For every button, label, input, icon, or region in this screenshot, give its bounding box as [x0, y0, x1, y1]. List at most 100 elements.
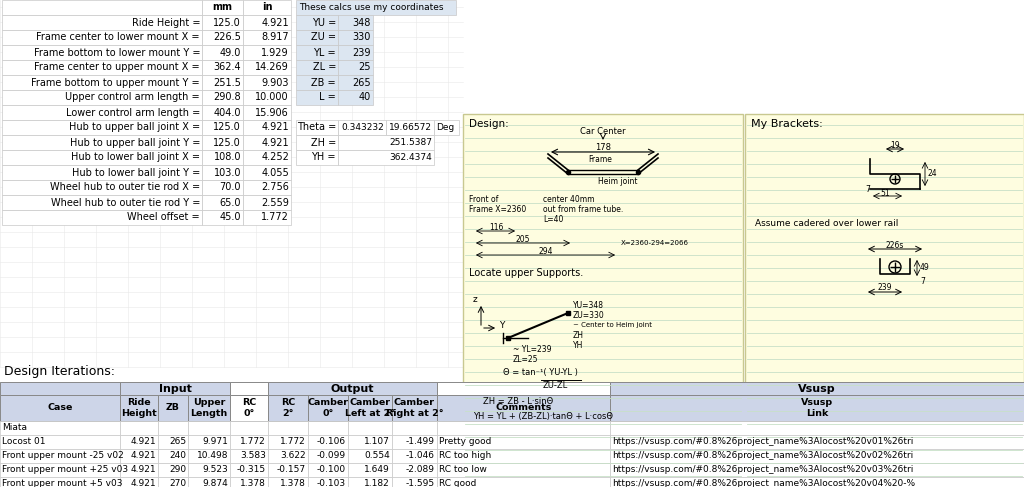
- Text: Front upper mount -25 v02: Front upper mount -25 v02: [2, 451, 124, 461]
- Bar: [268, 395, 308, 421]
- Text: YU =: YU =: [311, 18, 336, 27]
- Text: ZH: ZH: [573, 331, 584, 339]
- Text: 239: 239: [878, 283, 892, 293]
- Text: Frame bottom to lower mount Y =: Frame bottom to lower mount Y =: [34, 48, 200, 57]
- Text: YH: YH: [573, 340, 584, 350]
- Text: ~ YL=239: ~ YL=239: [513, 345, 552, 355]
- Bar: [202, 15, 243, 30]
- Text: -1.499: -1.499: [406, 437, 435, 447]
- Text: 14.269: 14.269: [255, 62, 289, 73]
- Text: Y: Y: [499, 320, 505, 330]
- Bar: [434, 120, 459, 135]
- Text: 3.583: 3.583: [240, 451, 266, 461]
- Text: 265: 265: [352, 77, 371, 88]
- Bar: [120, 477, 158, 487]
- Bar: [230, 435, 268, 449]
- Text: https://vsusp.com/#0.8%26project_name%3Alocost%20v04%20-%: https://vsusp.com/#0.8%26project_name%3A…: [612, 480, 915, 487]
- Text: https://vsusp.com/#0.8%26project_name%3Alocost%20v01%26tri: https://vsusp.com/#0.8%26project_name%3A…: [612, 437, 913, 447]
- Text: 9.874: 9.874: [203, 480, 228, 487]
- Bar: [202, 30, 243, 45]
- Bar: [348, 477, 392, 487]
- Bar: [188, 395, 230, 421]
- Text: 45.0: 45.0: [219, 212, 241, 223]
- Text: out from frame tube.: out from frame tube.: [543, 205, 624, 213]
- Bar: [296, 120, 338, 135]
- Text: RC good: RC good: [439, 480, 476, 487]
- Text: 125.0: 125.0: [213, 123, 241, 132]
- Text: Pretty good: Pretty good: [439, 437, 492, 447]
- Text: 116: 116: [488, 223, 503, 231]
- Text: 19.66572: 19.66572: [389, 123, 432, 132]
- Bar: [338, 60, 373, 75]
- Text: 9.971: 9.971: [202, 437, 228, 447]
- Bar: [188, 477, 230, 487]
- Text: Case: Case: [47, 404, 73, 412]
- Bar: [392, 395, 437, 421]
- Text: Locate upper Supports.: Locate upper Supports.: [469, 268, 584, 278]
- Text: Frame center to lower mount X =: Frame center to lower mount X =: [37, 33, 200, 42]
- Bar: [610, 421, 1024, 435]
- Text: Frame X=2360: Frame X=2360: [469, 205, 526, 213]
- Text: Upper
Length: Upper Length: [190, 398, 227, 418]
- Text: 251.5: 251.5: [213, 77, 241, 88]
- Text: Theta =: Theta =: [297, 123, 336, 132]
- Text: These calcs use my coordinates: These calcs use my coordinates: [299, 3, 443, 12]
- Bar: [2, 180, 202, 195]
- Bar: [308, 463, 348, 477]
- Text: Front of: Front of: [469, 194, 499, 204]
- Bar: [296, 90, 338, 105]
- Text: 1.649: 1.649: [365, 466, 390, 474]
- Text: 25: 25: [358, 62, 371, 73]
- Bar: [2, 45, 202, 60]
- Bar: [338, 135, 434, 150]
- Bar: [243, 210, 291, 225]
- Bar: [2, 150, 202, 165]
- Text: -0.100: -0.100: [316, 466, 346, 474]
- Bar: [202, 210, 243, 225]
- Text: 49: 49: [920, 263, 930, 273]
- Bar: [610, 382, 1024, 395]
- Text: 9.903: 9.903: [261, 77, 289, 88]
- Text: Locost 01: Locost 01: [2, 437, 45, 447]
- Bar: [202, 150, 243, 165]
- Bar: [230, 395, 268, 421]
- Bar: [202, 60, 243, 75]
- Text: 7: 7: [865, 185, 869, 193]
- Bar: [120, 435, 158, 449]
- Text: 51: 51: [881, 188, 890, 198]
- Text: 1.378: 1.378: [240, 480, 266, 487]
- Text: -0.315: -0.315: [237, 466, 266, 474]
- Text: 9.523: 9.523: [203, 466, 228, 474]
- Bar: [308, 435, 348, 449]
- Text: 4.921: 4.921: [130, 466, 156, 474]
- Text: 103.0: 103.0: [213, 168, 241, 177]
- Bar: [0, 463, 120, 477]
- Text: 8.917: 8.917: [261, 33, 289, 42]
- Text: https://vsusp.com/#0.8%26project_name%3Alocost%20v02%26tri: https://vsusp.com/#0.8%26project_name%3A…: [612, 451, 913, 461]
- Bar: [158, 421, 188, 435]
- Text: -0.103: -0.103: [316, 480, 346, 487]
- Bar: [338, 15, 373, 30]
- Bar: [243, 180, 291, 195]
- Text: 4.921: 4.921: [130, 451, 156, 461]
- Bar: [268, 477, 308, 487]
- Bar: [202, 180, 243, 195]
- Text: -2.089: -2.089: [406, 466, 435, 474]
- Bar: [745, 114, 1024, 484]
- Bar: [243, 45, 291, 60]
- Bar: [158, 395, 188, 421]
- Bar: [2, 195, 202, 210]
- Bar: [437, 435, 610, 449]
- Bar: [348, 463, 392, 477]
- Text: 10.498: 10.498: [197, 451, 228, 461]
- Text: 1.929: 1.929: [261, 48, 289, 57]
- Bar: [308, 421, 348, 435]
- Bar: [348, 421, 392, 435]
- Bar: [202, 75, 243, 90]
- Text: 4.921: 4.921: [261, 137, 289, 148]
- Bar: [230, 421, 268, 435]
- Text: Assume cadered over lower rail: Assume cadered over lower rail: [755, 220, 898, 228]
- Bar: [2, 135, 202, 150]
- Text: Wheel offset =: Wheel offset =: [127, 212, 200, 223]
- Bar: [437, 477, 610, 487]
